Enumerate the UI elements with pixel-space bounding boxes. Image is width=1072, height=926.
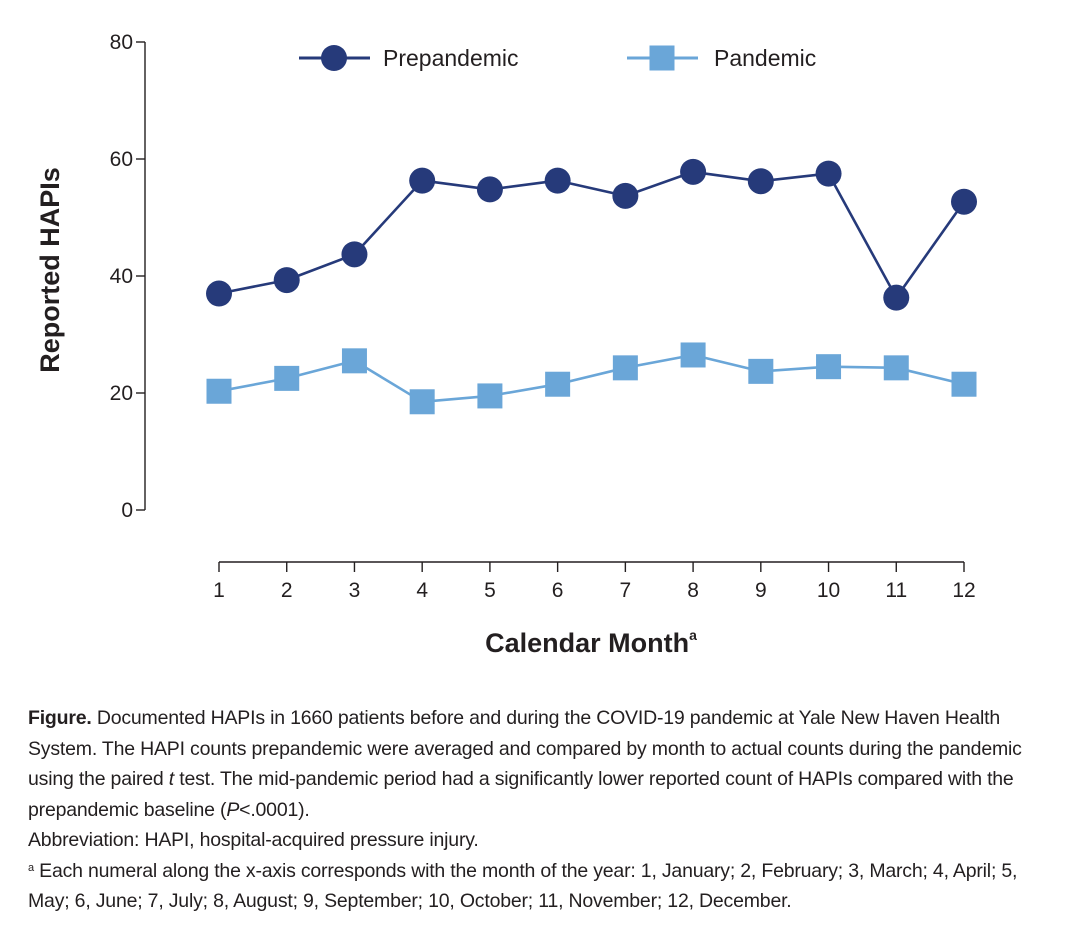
data-point-prepandemic [815, 160, 842, 187]
data-point-prepandemic [747, 168, 774, 195]
x-axis: 1 2 3 4 5 6 7 8 9 10 11 12 [213, 561, 976, 602]
data-point-pandemic [680, 342, 706, 368]
data-point-pandemic [477, 383, 503, 409]
x-tick-label: 7 [620, 579, 632, 602]
data-point-pandemic [206, 378, 232, 404]
x-tick-label: 3 [349, 579, 361, 602]
caption-footnote-line: a Each numeral along the x-axis correspo… [28, 856, 1038, 917]
legend-label: Prepandemic [383, 45, 519, 71]
data-point-prepandemic [951, 188, 977, 215]
data-point-pandemic [274, 365, 300, 391]
caption-p-italic: P [226, 798, 240, 821]
x-tick-label: 1 [213, 579, 225, 602]
y-tick-label: 40 [110, 265, 133, 288]
caption-t-italic: t [168, 768, 175, 790]
data-point-prepandemic [409, 167, 436, 194]
y-tick-label: 60 [110, 148, 133, 171]
series-line-prepandemic [218, 170, 966, 299]
caption-footnote: Each numeral along the x-axis correspond… [28, 859, 1018, 913]
data-point-prepandemic [206, 280, 232, 307]
x-tick-label: 2 [281, 579, 293, 602]
legend-marker [321, 45, 347, 71]
caption-text-2: test. The mid-pandemic period had a sign… [28, 768, 1014, 821]
x-tick-label: 5 [484, 579, 496, 602]
data-point-prepandemic [680, 158, 707, 185]
x-axis-title-text: Calendar Month [485, 628, 689, 658]
data-point-pandemic [545, 371, 571, 397]
data-point-pandemic [341, 348, 367, 374]
caption-figure-label: Figure. [28, 707, 92, 729]
y-tick-label: 0 [121, 499, 133, 522]
x-axis-title: Calendar Montha [485, 627, 697, 658]
legend-item-prepandemic: Prepandemic [299, 45, 519, 71]
data-point-pandemic [409, 389, 435, 415]
legend-label: Pandemic [714, 45, 816, 71]
x-tick-label: 10 [817, 579, 840, 602]
figure-caption: Figure. Documented HAPIs in 1660 patient… [28, 703, 1038, 917]
caption-text-1: Documented HAPIs in 1660 patients before… [28, 707, 1022, 790]
series-layer [206, 158, 977, 415]
data-point-pandemic [612, 355, 638, 381]
data-point-pandemic [816, 354, 842, 380]
x-tick-label: 4 [416, 579, 428, 602]
data-point-prepandemic [544, 167, 571, 194]
y-axis: 0 20 40 60 80 [110, 31, 146, 522]
series-pandemic [206, 342, 977, 415]
data-point-prepandemic [476, 176, 503, 203]
caption-footnote-mark: a [28, 861, 34, 874]
x-axis-title-superscript: a [689, 627, 697, 643]
data-point-prepandemic [612, 182, 639, 209]
caption-abbreviation: Abbreviation: HAPI, hospital-acquired pr… [28, 829, 479, 851]
x-tick-label: 11 [885, 579, 907, 602]
y-tick-label: 20 [110, 382, 133, 405]
legend-item-pandemic: Pandemic [627, 45, 816, 71]
caption-paragraph: Figure. Documented HAPIs in 1660 patient… [28, 703, 1038, 825]
x-tick-label: 12 [952, 579, 975, 602]
x-tick-label: 8 [687, 579, 699, 602]
legend-marker [649, 45, 675, 71]
x-tick-label: 9 [755, 579, 767, 602]
y-tick-label: 80 [110, 31, 133, 54]
series-line-pandemic [218, 353, 965, 404]
y-axis-title: Reported HAPIs [35, 167, 65, 373]
data-point-prepandemic [273, 267, 300, 294]
legend: Prepandemic Pandemic [299, 45, 816, 71]
data-point-pandemic [748, 358, 774, 384]
data-point-prepandemic [883, 284, 910, 311]
caption-text-3: <.0001). [239, 798, 310, 821]
series-prepandemic [206, 158, 977, 311]
data-point-pandemic [883, 355, 909, 381]
data-point-prepandemic [341, 241, 368, 268]
x-tick-label: 6 [552, 579, 564, 602]
data-point-pandemic [951, 371, 977, 397]
